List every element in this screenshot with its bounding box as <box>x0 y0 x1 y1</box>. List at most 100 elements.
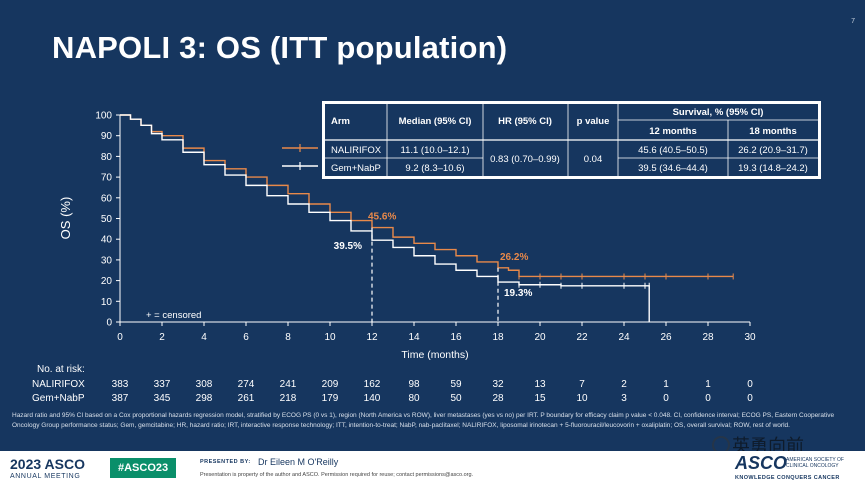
y-tick-label: 20 <box>101 276 113 287</box>
presenter-name: Dr Eileen M O'Reilly <box>258 457 339 467</box>
th-survival: Survival, % (95% CI) <box>673 107 764 118</box>
y-tick-label: 50 <box>101 214 113 225</box>
y-tick-label: 80 <box>101 152 113 163</box>
x-tick-label: 10 <box>324 332 336 343</box>
row1-12mo: 45.6 (40.5–50.5) <box>638 145 708 156</box>
at-risk-value: 261 <box>238 393 255 404</box>
y-tick-label: 60 <box>101 193 113 204</box>
at-risk-value: 387 <box>112 393 129 404</box>
x-tick-label: 14 <box>408 332 420 343</box>
hashtag-badge: #ASCO23 <box>110 458 177 478</box>
footer-bar: 2023 ASCO ANNUAL MEETING #ASCO23 PRESENT… <box>0 451 865 487</box>
x-tick-label: 20 <box>534 332 546 343</box>
x-tick-label: 0 <box>117 332 123 343</box>
at-risk-value: 1 <box>705 379 711 390</box>
at-risk-value: 7 <box>579 379 585 390</box>
footnote: Hazard ratio and 95% CI based on a Cox p… <box>12 412 835 429</box>
row2-12mo: 39.5 (34.6–44.4) <box>638 163 708 174</box>
y-tick-label: 100 <box>95 111 112 122</box>
slide-title: NAPOLI 3: OS (ITT population) <box>52 30 508 65</box>
y-tick-label: 70 <box>101 173 113 184</box>
th-arm: Arm <box>331 116 350 127</box>
x-tick-label: 22 <box>576 332 588 343</box>
asco-tagline: KNOWLEDGE CONQUERS CANCER <box>735 475 840 481</box>
th-hr: HR (95% CI) <box>498 116 552 127</box>
asco-logo-sub: AMERICAN SOCIETY OF CLINICAL ONCOLOGY <box>786 457 844 469</box>
row2-arm: Gem+NabP <box>331 163 381 174</box>
at-risk-value: 10 <box>576 393 588 404</box>
annotation-label: 19.3% <box>504 288 532 299</box>
at-risk-value: 162 <box>364 379 381 390</box>
slide-number: 7 <box>851 18 855 25</box>
censored-legend-box <box>138 307 220 321</box>
at-risk-value: 28 <box>492 393 504 404</box>
censored-legend: + = censored <box>146 310 201 321</box>
at-risk-value: 383 <box>112 379 129 390</box>
row1-18mo: 26.2 (20.9–31.7) <box>738 145 808 156</box>
at-risk-label: No. at risk: <box>37 364 85 375</box>
y-tick-label: 30 <box>101 255 113 266</box>
x-tick-label: 28 <box>702 332 714 343</box>
x-tick-label: 26 <box>660 332 672 343</box>
y-tick-label: 40 <box>101 235 113 246</box>
meeting-name: ANNUAL MEETING <box>10 473 81 480</box>
annotations: 45.6% 39.5% 26.2% 19.3% <box>334 212 533 299</box>
x-tick-label: 4 <box>201 332 207 343</box>
x-tick-label: 16 <box>450 332 462 343</box>
at-risk-value: 50 <box>450 393 462 404</box>
at-risk-value: 209 <box>322 379 339 390</box>
permission-note: Presentation is property of the author a… <box>200 472 474 478</box>
at-risk-value: 59 <box>450 379 462 390</box>
at-risk-value: 0 <box>705 393 711 404</box>
at-risk-value: 13 <box>534 379 546 390</box>
at-risk-value: 298 <box>196 393 213 404</box>
at-risk-row-name-2: Gem+NabP <box>32 393 85 404</box>
x-tick-label: 18 <box>492 332 504 343</box>
at-risk-value: 345 <box>154 393 171 404</box>
slide: 7 NAPOLI 3: OS (ITT population) 0 10 20 30 4… <box>12 18 855 429</box>
meeting-year: 2023 ASCO <box>10 456 85 472</box>
presented-by-label: PRESENTED BY: <box>200 459 251 465</box>
guide-lines <box>371 227 499 322</box>
y-tick-label: 0 <box>106 318 112 329</box>
annotation-label: 39.5% <box>334 241 362 252</box>
annotation-label: 45.6% <box>368 212 396 223</box>
x-tick-label: 2 <box>159 332 165 343</box>
legend-nalirifox-line <box>282 144 318 152</box>
x-ticks: 0 2 4 6 8 10 12 14 16 18 20 22 24 26 28 30 <box>117 322 756 343</box>
at-risk-value: 0 <box>747 393 753 404</box>
at-risk-value: 274 <box>238 379 255 390</box>
th-median: Median (95% CI) <box>399 116 472 127</box>
row1-median: 11.1 (10.0–12.1) <box>400 145 469 156</box>
at-risk-value: 98 <box>408 379 420 390</box>
series-group <box>120 114 734 322</box>
at-risk-value: 2 <box>621 379 627 390</box>
row1-arm: NALIRIFOX <box>331 145 382 156</box>
at-risk-value: 337 <box>154 379 171 390</box>
th-pvalue: p value <box>577 116 610 127</box>
at-risk-value: 241 <box>280 379 297 390</box>
at-risk-value: 179 <box>322 393 339 404</box>
at-risk-row-name-1: NALIRIFOX <box>32 379 85 390</box>
y-axis-title: OS (%) <box>58 197 73 240</box>
x-tick-label: 24 <box>618 332 630 343</box>
at-risk-value: 3 <box>621 393 627 404</box>
at-risk-value: 218 <box>280 393 297 404</box>
asco-logo: ASCO <box>735 453 788 473</box>
at-risk-value: 308 <box>196 379 213 390</box>
x-tick-label: 30 <box>744 332 756 343</box>
th-18mo: 18 months <box>749 126 797 137</box>
hr-value: 0.83 (0.70–0.99) <box>490 154 560 165</box>
x-tick-label: 6 <box>243 332 249 343</box>
p-value: 0.04 <box>584 154 603 165</box>
x-tick-label: 8 <box>285 332 291 343</box>
legend-gemnabp-line <box>282 162 318 170</box>
th-12mo: 12 months <box>649 126 697 137</box>
at-risk-value: 0 <box>663 393 669 404</box>
y-ticks: 0 10 20 30 40 50 60 70 80 90 100 <box>95 111 120 329</box>
annotation-label: 26.2% <box>500 252 528 263</box>
at-risk-value: 15 <box>534 393 546 404</box>
row2-18mo: 19.3 (14.8–24.2) <box>738 163 808 174</box>
